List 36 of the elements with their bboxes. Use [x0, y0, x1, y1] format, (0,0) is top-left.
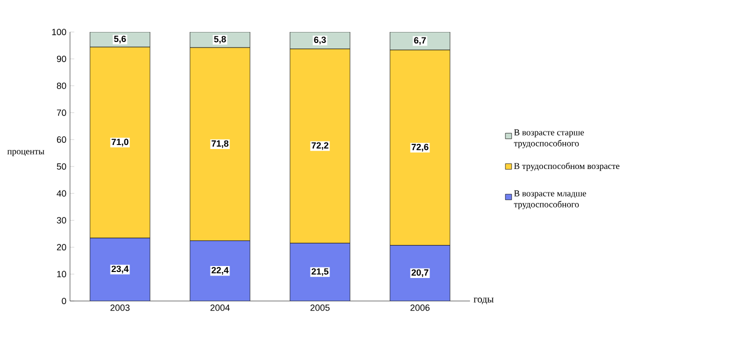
y-tick-label: 30: [56, 217, 66, 224]
data-label: 72,2: [312, 142, 328, 150]
x-tick-label: 2006: [410, 304, 430, 311]
data-label: 22,4: [212, 267, 229, 275]
y-axis-title: проценты: [7, 150, 44, 156]
data-label: 5,8: [214, 36, 226, 44]
x-axis-title: годы: [474, 298, 494, 304]
y-tick-label: 40: [56, 190, 66, 197]
x-tick-label: 2005: [310, 304, 330, 311]
y-tick-label: 0: [62, 298, 66, 304]
y-tick-label: 10: [57, 270, 66, 278]
data-label: 6,3: [314, 36, 326, 44]
legend-label: В трудоспособном возрасте: [514, 162, 620, 171]
y-tick-label: 80: [56, 82, 66, 89]
data-label: 6,7: [414, 37, 426, 45]
y-tick-label: 20: [56, 244, 66, 250]
bar: [390, 245, 450, 301]
data-label: 72,6: [412, 144, 428, 152]
data-label: 23,4: [112, 266, 129, 274]
data-label: 5,6: [114, 36, 126, 44]
data-label: 21,5: [312, 268, 328, 276]
legend-label: В возрасте младше трудоспособного: [514, 190, 586, 210]
data-label: 71,0: [112, 138, 128, 146]
y-tick-label: 50: [56, 163, 66, 170]
x-tick-label: 2003: [110, 304, 130, 311]
legend-label: В возрасте старше трудоспособного: [514, 129, 584, 148]
data-label: 20,7: [412, 269, 428, 277]
data-label: 71,8: [212, 140, 228, 148]
y-tick-label: 70: [56, 110, 66, 116]
y-tick-label: 100: [52, 28, 66, 36]
bar: [190, 240, 250, 301]
x-tick-label: 2004: [210, 304, 230, 311]
bar: [290, 243, 350, 301]
bar: [90, 238, 150, 301]
y-tick-label: 60: [56, 136, 66, 143]
y-tick-label: 90: [56, 56, 66, 62]
